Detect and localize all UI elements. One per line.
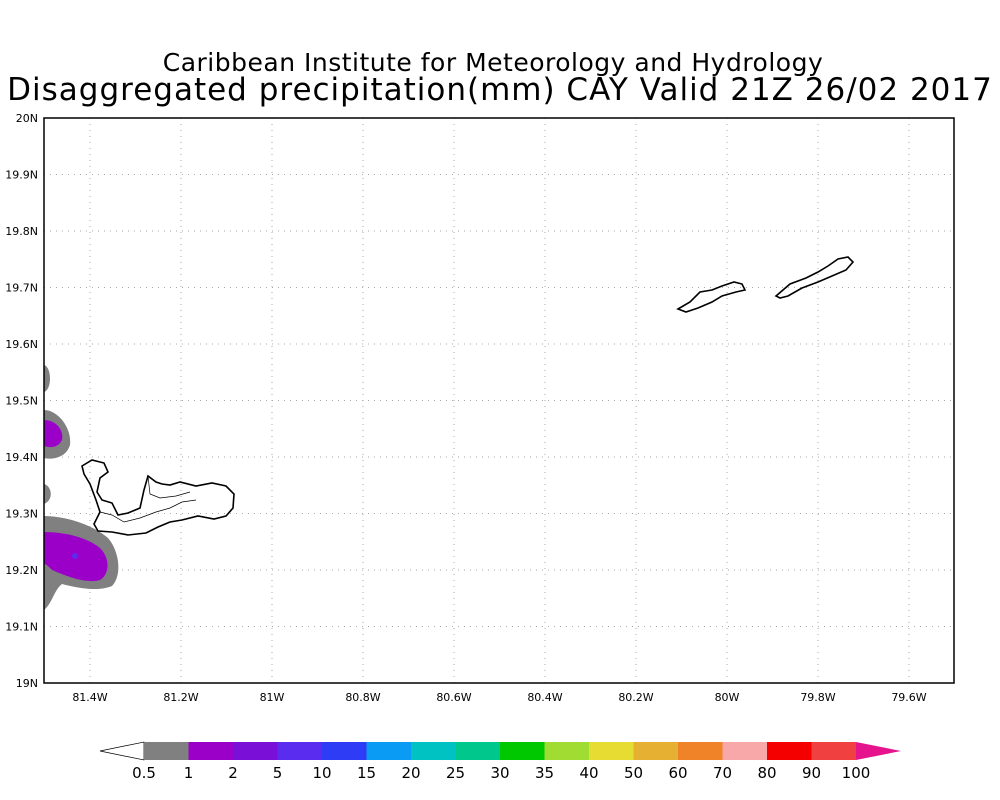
latitude-label: 19.6N (5, 338, 38, 351)
precip-area-purple-1 (44, 420, 63, 448)
island-little-cayman (676, 281, 747, 313)
colorbar-label: 1 (184, 764, 194, 782)
map-title-institute: Caribbean Institute for Meteorology and … (162, 48, 824, 77)
colorbar-over-triangle (856, 742, 901, 760)
longitude-label: 80.2W (618, 691, 653, 704)
grand-cayman-inner-boundary (99, 499, 197, 523)
colorbar-under-triangle (99, 741, 145, 761)
latitude-label: 19.4N (5, 451, 38, 464)
colorbar-labels: 0.5 1 2 5 10 15 20 25 30 35 40 50 60 70 80 90 100 (132, 764, 870, 782)
latitude-label: 20N (16, 112, 38, 125)
colorbar-swatch (722, 742, 767, 760)
colorbar-label: 10 (312, 764, 331, 782)
longitude-label: 81.4W (72, 691, 107, 704)
colorbar-swatch (767, 742, 812, 760)
colorbar-label: 50 (624, 764, 643, 782)
colorbar-swatch (188, 742, 233, 760)
colorbar-label: 20 (401, 764, 420, 782)
colorbar-swatch (233, 742, 278, 760)
colorbar-swatch (455, 742, 500, 760)
longitude-label: 80.4W (527, 691, 562, 704)
grand-cayman-district-line (147, 475, 191, 499)
colorbar-swatch (277, 742, 322, 760)
map-title-product: Disaggregated precipitation(mm) CAY Vali… (7, 72, 993, 108)
longitude-label: 80.6W (436, 691, 471, 704)
colorbar-label: 40 (579, 764, 598, 782)
grid-lines (44, 118, 954, 683)
colorbar-swatch (633, 742, 678, 760)
colorbar-label: 0.5 (132, 764, 156, 782)
colorbar-swatch (589, 742, 634, 760)
colorbar-swatch (322, 742, 367, 760)
colorbar-label: 100 (842, 764, 871, 782)
latitude-label: 19N (16, 677, 38, 690)
colorbar-label: 60 (668, 764, 687, 782)
colorbar-label: 70 (713, 764, 732, 782)
colorbar-label: 5 (273, 764, 283, 782)
latitude-label: 19.2N (5, 564, 38, 577)
latitude-label: 19.1N (5, 621, 38, 634)
colorbar-label: 80 (757, 764, 776, 782)
latitude-label: 19.3N (5, 508, 38, 521)
latitude-label: 19.9N (5, 169, 38, 182)
plot-area (44, 118, 954, 683)
precipitation-shading (44, 365, 119, 610)
island-grand-cayman (81, 459, 235, 536)
colorbar-swatch (366, 742, 411, 760)
colorbar-label: 25 (446, 764, 465, 782)
latitude-label: 19.5N (5, 395, 38, 408)
island-outlines (81, 256, 855, 536)
colorbar-swatch (144, 742, 189, 760)
longitude-label: 80.8W (345, 691, 380, 704)
colorbar-label: 90 (802, 764, 821, 782)
plot-frame (43, 117, 955, 684)
colorbar-label: 15 (357, 764, 376, 782)
longitude-label: 80W (715, 691, 740, 704)
colorbar (99, 741, 901, 761)
colorbar-label: 30 (490, 764, 509, 782)
latitude-label: 19.8N (5, 225, 38, 238)
latitude-label: 19.7N (5, 282, 38, 295)
longitude-label: 81W (260, 691, 285, 704)
colorbar-swatch (678, 742, 723, 760)
island-cayman-brac (774, 256, 855, 299)
longitude-label: 81.2W (163, 691, 198, 704)
colorbar-label: 35 (535, 764, 554, 782)
colorbar-swatch (811, 742, 856, 760)
colorbar-swatch (411, 742, 456, 760)
colorbar-label: 2 (228, 764, 238, 782)
longitude-label: 79.8W (800, 691, 835, 704)
colorbar-swatch (544, 742, 589, 760)
longitude-label: 79.6W (891, 691, 926, 704)
colorbar-swatch (500, 742, 545, 760)
latitude-labels: 20N 19.9N 19.8N 19.7N 19.6N 19.5N 19.4N 19.3N 19… (5, 112, 38, 690)
longitude-labels: 81.4W 81.2W 81W 80.8W 80.6W 80.4W 80.2W 80W 79.8… (72, 691, 926, 704)
precip-area-blue (72, 553, 78, 559)
precip-area-gray-1 (44, 365, 50, 392)
precip-area-gray-3 (44, 484, 51, 504)
